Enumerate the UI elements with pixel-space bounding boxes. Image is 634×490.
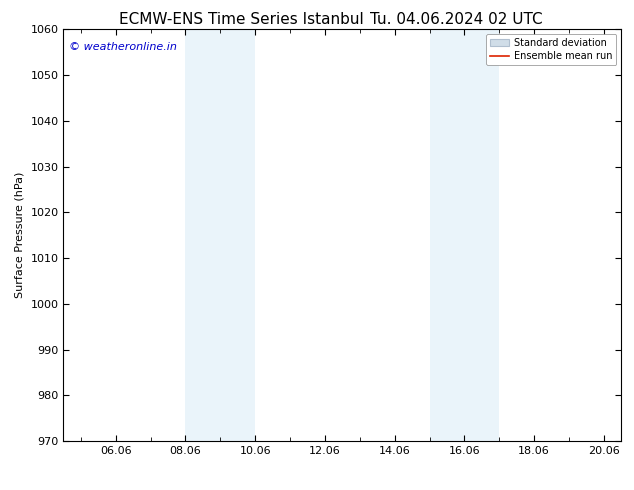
Text: Tu. 04.06.2024 02 UTC: Tu. 04.06.2024 02 UTC <box>370 12 543 27</box>
Bar <box>221 29 255 441</box>
Legend: Standard deviation, Ensemble mean run: Standard deviation, Ensemble mean run <box>486 34 616 65</box>
Text: © weatheronline.in: © weatheronline.in <box>69 42 177 52</box>
Text: ECMW-ENS Time Series Istanbul: ECMW-ENS Time Series Istanbul <box>119 12 363 27</box>
Bar <box>429 29 464 441</box>
Bar <box>185 29 221 441</box>
Y-axis label: Surface Pressure (hPa): Surface Pressure (hPa) <box>15 172 25 298</box>
Bar <box>464 29 500 441</box>
